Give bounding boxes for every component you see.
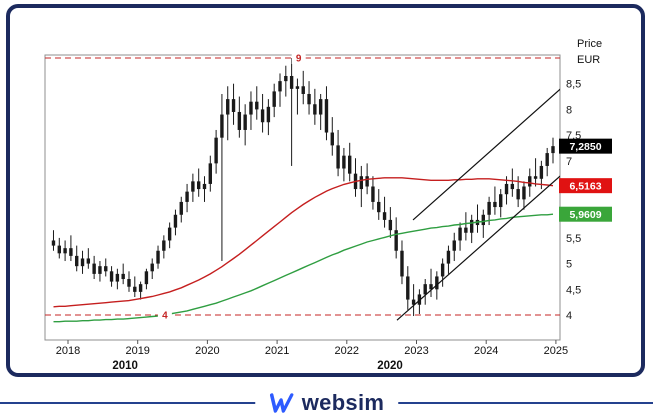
- y-tick-label: 5,5: [566, 233, 581, 245]
- price-axis-unit-eur: EUR: [577, 54, 600, 66]
- ma-red-line: [53, 177, 554, 308]
- last-price-box: [559, 138, 612, 154]
- decade-label-2010: 2010: [112, 360, 138, 372]
- y-tick-label: 4: [566, 310, 572, 322]
- ma-green-value-box-value: 5,9609: [569, 209, 601, 221]
- x-tick-label: 2025: [544, 345, 568, 357]
- channel-line-2: [396, 175, 560, 321]
- websim-logo-icon: [269, 392, 293, 413]
- x-tick-label: 2018: [56, 345, 80, 357]
- y-tick-label: 5: [566, 259, 572, 271]
- x-tick-label: 2021: [265, 345, 289, 357]
- ma-red-value-box: [559, 178, 612, 194]
- channel-line-1: [412, 88, 560, 221]
- x-tick-label: 2022: [335, 345, 359, 357]
- x-tick-label: 2024: [474, 345, 498, 357]
- y-tick-label: 7: [566, 156, 572, 168]
- price-axis-unit-price: Price: [577, 38, 602, 50]
- y-tick-label: 8: [566, 104, 572, 116]
- x-tick-label: 2019: [125, 345, 149, 357]
- hline-label-4: 4: [162, 311, 168, 322]
- ma-red-value-box-value: 6,5163: [569, 180, 601, 192]
- ma-green-value-box: [559, 206, 612, 222]
- x-tick-label: 2020: [195, 345, 219, 357]
- brand-bar: websim: [0, 386, 653, 419]
- websim-logo-text: websim: [301, 389, 385, 415]
- y-tick-label: 8,5: [566, 79, 581, 91]
- x-tick-label: 2023: [404, 345, 428, 357]
- decade-label-2020: 2020: [377, 360, 403, 372]
- candles-group: [51, 58, 560, 323]
- hline-label-9: 9: [296, 54, 302, 65]
- websim-logo: websim: [254, 386, 399, 419]
- ma-green-line: [53, 213, 554, 323]
- y-tick-label: 4,5: [566, 284, 581, 296]
- last-price-box-value: 7,2850: [569, 141, 601, 153]
- plot-area: [44, 54, 561, 341]
